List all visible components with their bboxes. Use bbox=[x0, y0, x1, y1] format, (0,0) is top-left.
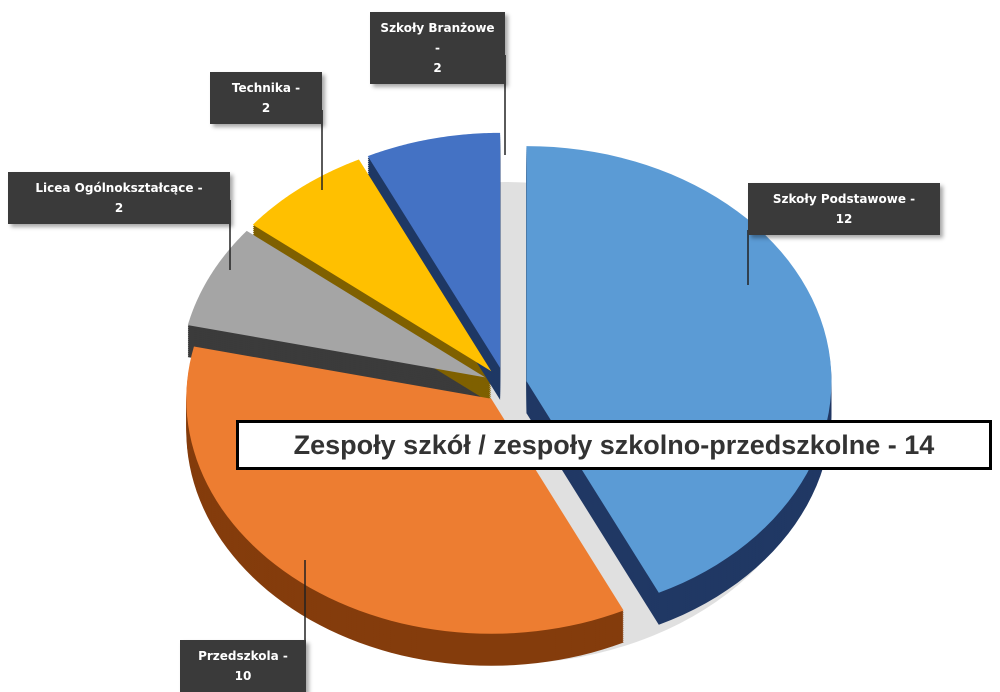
slice bbox=[252, 159, 492, 372]
label-value: 2 bbox=[114, 201, 124, 215]
slice bbox=[526, 146, 832, 593]
data-label: Szkoły Branżowe - 2 bbox=[370, 12, 505, 84]
label-value: 2 bbox=[261, 101, 271, 115]
data-label: Przedszkola - 10 bbox=[180, 640, 306, 692]
data-label: Technika - 2 bbox=[210, 72, 322, 124]
data-label: Szkoły Podstawowe - 12 bbox=[748, 183, 940, 235]
label-value: 2 bbox=[433, 61, 442, 75]
label-value: 12 bbox=[835, 212, 853, 226]
label-name: Szkoły Branżowe - bbox=[380, 21, 495, 55]
slice bbox=[187, 230, 486, 378]
slice bbox=[186, 346, 624, 634]
data-label: Licea Ogólnokształcące - 2 bbox=[8, 172, 230, 224]
label-name: Licea Ogólnokształcące - bbox=[35, 181, 203, 195]
label-name: Przedszkola - bbox=[198, 649, 288, 663]
label-name: Szkoły Podstawowe - bbox=[772, 192, 916, 206]
label-name: Technika - bbox=[231, 81, 301, 95]
label-value: 10 bbox=[234, 669, 252, 683]
slice bbox=[367, 132, 501, 368]
chart-title: Zespoły szkół / zespoły szkolno-przedszk… bbox=[236, 420, 992, 470]
